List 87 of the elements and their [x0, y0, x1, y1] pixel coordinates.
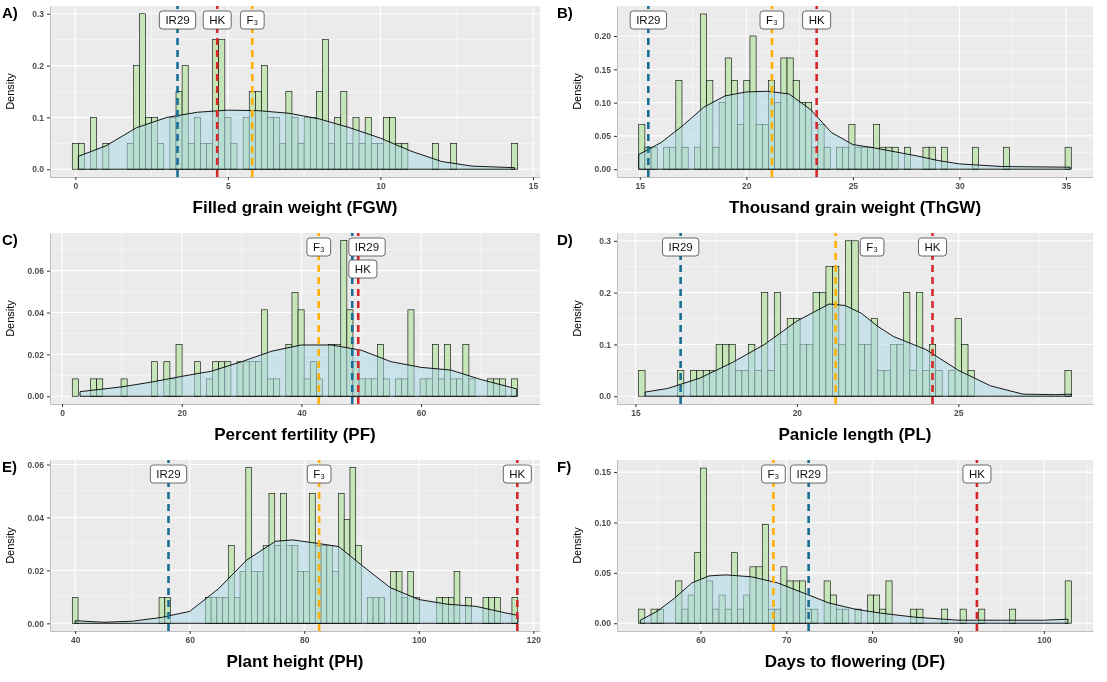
- y-tick-label: 0.00: [27, 391, 45, 402]
- y-tick-label: 0.1: [32, 112, 45, 123]
- x-tick-label: 40: [70, 635, 81, 646]
- x-tick-label: 0: [73, 181, 79, 192]
- x-axis-title: Days to flowering (DF): [764, 652, 946, 671]
- y-tick-label: 0.02: [27, 349, 45, 360]
- y-tick-label: 0.00: [27, 618, 45, 629]
- chart-title: E): [2, 458, 17, 475]
- y-axis-title: Density: [571, 299, 583, 337]
- y-tick-label: 0.1: [599, 339, 612, 350]
- y-axis-title: Density: [571, 526, 583, 564]
- chart-title: A): [2, 4, 18, 21]
- x-tick-label: 20: [742, 181, 752, 192]
- x-axis-title: Panicle length (PL): [778, 425, 932, 444]
- ref-line-label: F₃: [312, 241, 325, 253]
- ref-line-label: IR29: [165, 14, 190, 26]
- chart-title: F): [557, 458, 572, 475]
- ref-line-label: F₃: [767, 468, 780, 480]
- y-axis-title: Density: [4, 72, 16, 110]
- x-tick-label: 80: [300, 635, 310, 646]
- y-tick-label: 0.10: [594, 97, 612, 108]
- x-tick-label: 5: [226, 181, 232, 192]
- y-tick-label: 0.06: [27, 265, 45, 276]
- y-tick-label: 0.05: [594, 568, 612, 579]
- x-tick-label: 20: [177, 408, 188, 419]
- ref-line-label: IR29: [354, 241, 380, 253]
- y-tick-label: 0.2: [32, 60, 45, 71]
- x-tick-label: 15: [528, 181, 539, 192]
- x-tick-label: 120: [526, 635, 542, 646]
- y-tick-label: 0.00: [594, 618, 612, 629]
- x-tick-label: 60: [416, 408, 427, 419]
- ref-line-label: IR29: [796, 468, 821, 480]
- x-tick-label: 25: [954, 408, 964, 419]
- x-tick-label: 60: [696, 635, 706, 646]
- y-tick-label: 0.3: [32, 8, 45, 19]
- y-axis-title: Density: [4, 299, 16, 337]
- x-tick-label: 100: [1037, 635, 1052, 646]
- y-tick-label: 0.06: [27, 459, 45, 470]
- y-tick-label: 0.2: [599, 287, 612, 298]
- x-tick-label: 80: [867, 635, 878, 646]
- x-tick-label: 70: [782, 635, 792, 646]
- chart-title: C): [2, 231, 18, 248]
- y-tick-label: 0.20: [594, 31, 612, 42]
- x-tick-label: 90: [953, 635, 964, 646]
- y-tick-label: 0.15: [594, 467, 612, 478]
- x-axis-title: Filled grain weight (FGW): [192, 198, 398, 217]
- y-tick-label: 0.02: [27, 565, 45, 576]
- y-tick-label: 0.04: [27, 512, 45, 523]
- y-tick-label: 0.04: [27, 307, 45, 318]
- chart-title: B): [557, 4, 573, 21]
- chart-title: D): [557, 231, 573, 248]
- y-axis-title: Density: [571, 72, 583, 110]
- ref-line-label: F₃: [866, 241, 879, 253]
- ref-line-label: HK: [924, 241, 941, 253]
- x-tick-label: 35: [1061, 181, 1072, 192]
- x-tick-label: 15: [635, 181, 646, 192]
- x-tick-label: 0: [60, 408, 66, 419]
- x-axis-title: Plant height (PH): [226, 652, 364, 671]
- ref-line-label: HK: [808, 14, 825, 26]
- ref-line-label: HK: [354, 263, 372, 275]
- y-tick-label: 0.05: [594, 131, 612, 142]
- ref-line-label: IR29: [636, 14, 661, 26]
- ref-line-label: IR29: [156, 468, 181, 480]
- ref-line-label: F₃: [313, 468, 326, 480]
- x-axis-title: Thousand grain weight (ThGW): [728, 198, 982, 217]
- x-tick-label: 100: [412, 635, 427, 646]
- y-tick-label: 0.0: [599, 391, 612, 402]
- x-tick-label: 15: [631, 408, 641, 419]
- x-tick-label: 10: [376, 181, 386, 192]
- y-tick-label: 0.00: [594, 164, 612, 175]
- x-tick-label: 25: [848, 181, 859, 192]
- x-tick-label: 20: [792, 408, 803, 419]
- y-tick-label: 0.15: [594, 64, 612, 75]
- y-tick-label: 0.3: [599, 235, 612, 246]
- ref-line-label: F₃: [246, 14, 259, 26]
- x-tick-label: 60: [185, 635, 196, 646]
- ref-line-label: HK: [968, 468, 986, 480]
- ref-line-label: HK: [509, 468, 526, 480]
- y-tick-label: 0.10: [594, 517, 612, 528]
- x-tick-label: 40: [297, 408, 307, 419]
- x-tick-label: 30: [955, 181, 965, 192]
- x-axis-title: Percent fertility (PF): [214, 425, 376, 444]
- ref-line-label: IR29: [668, 241, 693, 253]
- ref-line-label: F₃: [766, 14, 779, 26]
- ref-line-label: HK: [209, 14, 226, 26]
- y-tick-label: 0.0: [32, 164, 45, 175]
- y-axis-title: Density: [4, 526, 16, 564]
